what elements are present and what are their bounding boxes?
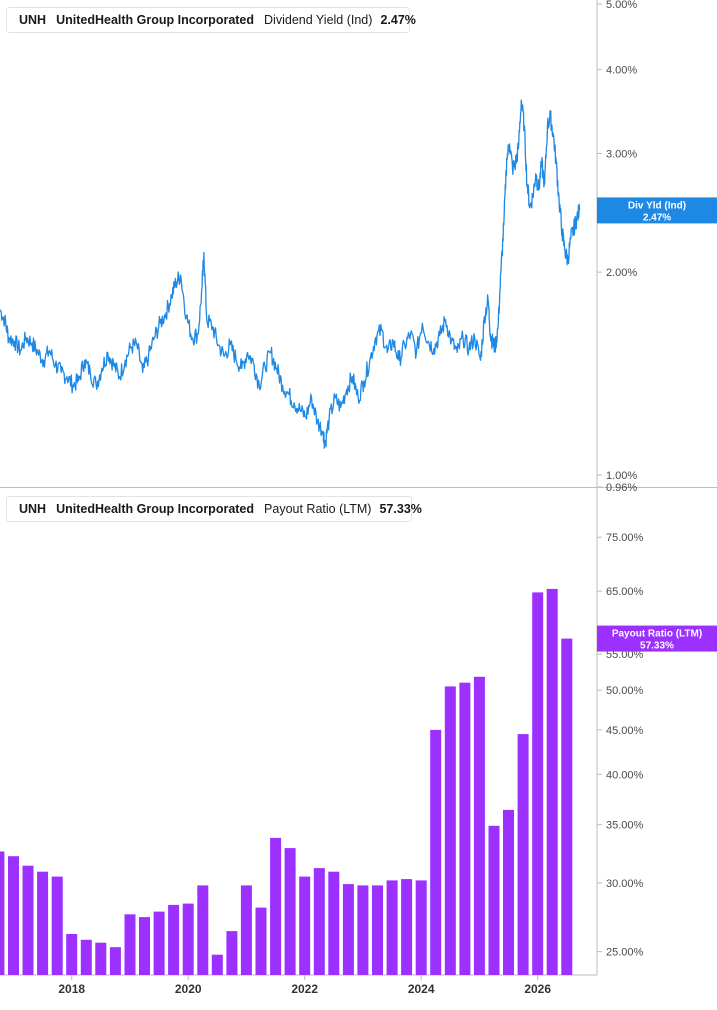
payout-bar [532,592,544,975]
payout-y-tick-label: 55.00% [606,649,644,661]
payout-marker-label: Payout Ratio (LTM) [612,629,702,640]
payout-bar [459,682,471,975]
yield-y-tick-label: 5.00% [606,0,637,11]
payout-bar [546,588,558,975]
payout-bar [401,879,413,975]
yield-y-tick-label: 3.00% [606,149,637,161]
yield-marker-box [597,197,717,224]
payout-bar [299,876,311,975]
payout-bar [240,885,252,975]
yield-line [0,99,581,449]
payout-y-tick-label: 75.00% [606,532,644,544]
payout-bar [0,851,5,975]
legend-yield-ticker: UNH [19,13,47,27]
payout-marker-box [597,625,717,652]
payout-bar [328,871,340,975]
payout-bar [80,939,92,975]
payout-bar [415,880,427,975]
payout-bar [372,885,383,975]
payout-y-tick-label: 50.00% [606,685,644,697]
legend-payout: UNH UnitedHealth Group Incorporated Payo… [6,496,422,522]
payout-bar [313,868,325,975]
x-tick-label: 2018 [58,982,85,996]
payout-bar [168,904,180,975]
yield-y-tick-label: 0.96% [606,482,637,494]
payout-bar [503,809,514,975]
yield-y-tick-label: 1.00% [606,470,637,482]
payout-bar [357,885,369,975]
legend-yield: UNH UnitedHealth Group Incorporated Divi… [6,7,416,33]
payout-y-tick-label: 65.00% [606,586,644,598]
payout-bar [109,947,121,975]
x-tick-label: 2026 [524,982,551,996]
payout-bar [386,880,398,975]
legend-yield-metric: Dividend Yield (Ind) [264,13,373,27]
payout-bar [342,884,354,975]
payout-bar [270,837,282,975]
yield-y-tick-label: 4.00% [606,64,637,76]
payout-bar [473,676,485,975]
payout-bar [51,876,63,975]
payout-bar [22,865,34,975]
legend-yield-company: UnitedHealth Group Incorporated [56,13,255,27]
payout-bar [211,954,223,975]
legend-payout-metric: Payout Ratio (LTM) [264,502,372,516]
x-tick-label: 2022 [291,982,318,996]
payout-bar [153,911,165,975]
legend-payout-company: UnitedHealth Group Incorporated [56,502,255,516]
x-tick-label: 2024 [408,982,435,996]
payout-y-tick-label: 35.00% [606,820,644,832]
yield-marker-label: Div Yld (Ind) [628,200,686,211]
payout-bar [124,914,136,975]
payout-y-tick-label: 25.00% [606,947,644,959]
payout-bar [561,638,573,975]
payout-bar [284,848,296,975]
payout-bar [182,903,194,975]
payout-y-tick-label: 45.00% [606,725,644,737]
legend-payout-value: 57.33% [379,502,422,516]
payout-bar [197,885,209,975]
yield-marker-value: 2.47% [643,212,671,223]
payout-bar [488,825,500,975]
payout-bar [430,729,442,975]
payout-marker-value: 57.33% [640,641,674,652]
legend-payout-ticker: UNH [19,502,47,516]
legend-yield-value: 2.47% [380,13,416,27]
payout-bar [444,686,456,975]
payout-bar [37,871,49,975]
payout-bar [517,734,529,975]
payout-bar [226,931,238,975]
payout-y-tick-label: 40.00% [606,769,644,781]
payout-bar [95,942,107,975]
x-tick-label: 2020 [175,982,202,996]
yield-y-tick-label: 2.00% [606,267,637,279]
payout-bar [8,856,19,975]
payout-bar [255,907,267,975]
payout-y-tick-label: 30.00% [606,878,644,890]
payout-bar [66,934,78,975]
payout-bar [139,917,150,975]
